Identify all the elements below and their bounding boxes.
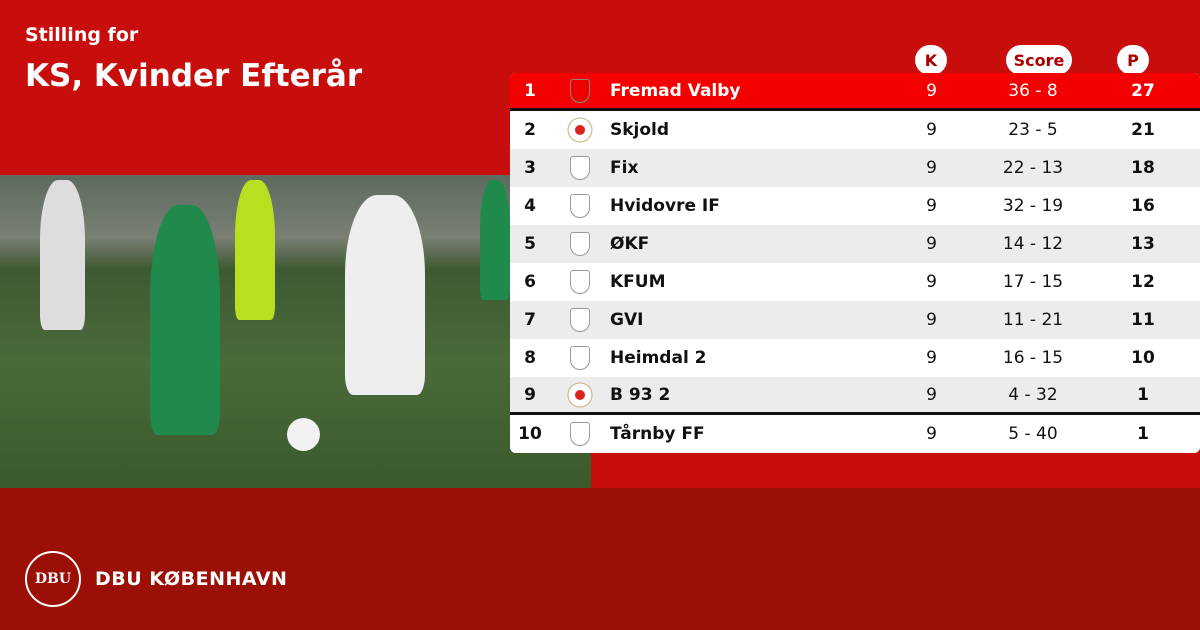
table-row[interactable]: 8 Heimdal 2 9 16 - 15 10	[510, 339, 1200, 377]
points: 1	[1137, 384, 1149, 405]
table-row[interactable]: 9 B 93 2 9 4 - 32 1	[510, 377, 1200, 415]
goal-score: 4 - 32	[1008, 384, 1058, 405]
points: 21	[1131, 120, 1155, 140]
standings-table: 1 Fremad Valby 9 36 - 8 27 2 Skjold 9 23 …	[510, 73, 1200, 453]
shield-icon	[550, 194, 610, 218]
page-title: KS, Kvinder Efterår	[25, 58, 363, 94]
team-name[interactable]: Heimdal 2	[610, 348, 707, 368]
table-row[interactable]: 3 Fix 9 22 - 13 18	[510, 149, 1200, 187]
team-name[interactable]: Tårnby FF	[610, 424, 705, 444]
points: 16	[1131, 196, 1155, 216]
table-row[interactable]: 1 Fremad Valby 9 36 - 8 27	[510, 73, 1200, 111]
table-row[interactable]: 6 KFUM 9 17 - 15 12	[510, 263, 1200, 301]
shield-icon	[550, 422, 610, 446]
goal-score: 23 - 5	[1008, 120, 1058, 140]
matches-played: 9	[926, 120, 937, 140]
col-header-score[interactable]: Score	[1006, 45, 1072, 75]
shield-icon	[550, 78, 610, 103]
matches-played: 9	[926, 310, 937, 330]
shield-icon	[550, 156, 610, 180]
dbu-logo: DBU	[25, 551, 81, 607]
team-name[interactable]: B 93 2	[610, 384, 671, 405]
position: 1	[524, 80, 536, 101]
team-name[interactable]: KFUM	[610, 272, 666, 292]
position: 9	[524, 384, 536, 405]
goal-score: 22 - 13	[1002, 158, 1064, 178]
position: 4	[524, 196, 536, 216]
goal-score: 11 - 21	[1002, 310, 1064, 330]
footer-background	[0, 488, 1200, 630]
shield-icon	[550, 232, 610, 256]
team-name[interactable]: Fix	[610, 158, 639, 178]
team-name[interactable]: ØKF	[610, 234, 650, 254]
position: 8	[524, 348, 536, 368]
shield-icon	[550, 270, 610, 294]
points: 1	[1137, 424, 1149, 444]
matches-played: 9	[926, 348, 937, 368]
points: 18	[1131, 158, 1155, 178]
table-row[interactable]: 7 GVI 9 11 - 21 11	[510, 301, 1200, 339]
goal-score: 14 - 12	[1002, 234, 1064, 254]
matches-played: 9	[926, 196, 937, 216]
shield-icon	[550, 308, 610, 332]
goal-score: 36 - 8	[1008, 80, 1058, 101]
matches-played: 9	[926, 384, 937, 405]
match-photo	[0, 175, 591, 488]
brand-name: DBU KØBENHAVN	[95, 568, 288, 590]
points: 11	[1131, 310, 1155, 330]
position: 3	[524, 158, 536, 178]
points: 12	[1131, 272, 1155, 292]
position: 5	[524, 234, 536, 254]
club-crest-icon	[550, 382, 610, 408]
goal-score: 17 - 15	[1002, 272, 1064, 292]
table-row[interactable]: 10 Tårnby FF 9 5 - 40 1	[510, 415, 1200, 453]
goal-score: 32 - 19	[1002, 196, 1064, 216]
points: 13	[1131, 234, 1155, 254]
points: 10	[1131, 348, 1155, 368]
matches-played: 9	[926, 80, 937, 101]
matches-played: 9	[926, 234, 937, 254]
position: 7	[524, 310, 536, 330]
table-row[interactable]: 5 ØKF 9 14 - 12 13	[510, 225, 1200, 263]
subtitle: Stilling for	[25, 24, 139, 46]
team-name[interactable]: Fremad Valby	[610, 80, 741, 101]
position: 2	[524, 120, 536, 140]
position: 10	[518, 424, 542, 444]
shield-icon	[550, 346, 610, 370]
matches-played: 9	[926, 272, 937, 292]
team-name[interactable]: Skjold	[610, 120, 670, 140]
col-header-k[interactable]: K	[915, 45, 947, 75]
goal-score: 5 - 40	[1008, 424, 1058, 444]
matches-played: 9	[926, 158, 937, 178]
col-header-p[interactable]: P	[1117, 45, 1149, 75]
position: 6	[524, 272, 536, 292]
club-crest-icon	[550, 117, 610, 143]
points: 27	[1131, 80, 1155, 101]
goal-score: 16 - 15	[1002, 348, 1064, 368]
table-row[interactable]: 2 Skjold 9 23 - 5 21	[510, 111, 1200, 149]
table-row[interactable]: 4 Hvidovre IF 9 32 - 19 16	[510, 187, 1200, 225]
team-name[interactable]: Hvidovre IF	[610, 196, 720, 216]
team-name[interactable]: GVI	[610, 310, 644, 330]
matches-played: 9	[926, 424, 937, 444]
